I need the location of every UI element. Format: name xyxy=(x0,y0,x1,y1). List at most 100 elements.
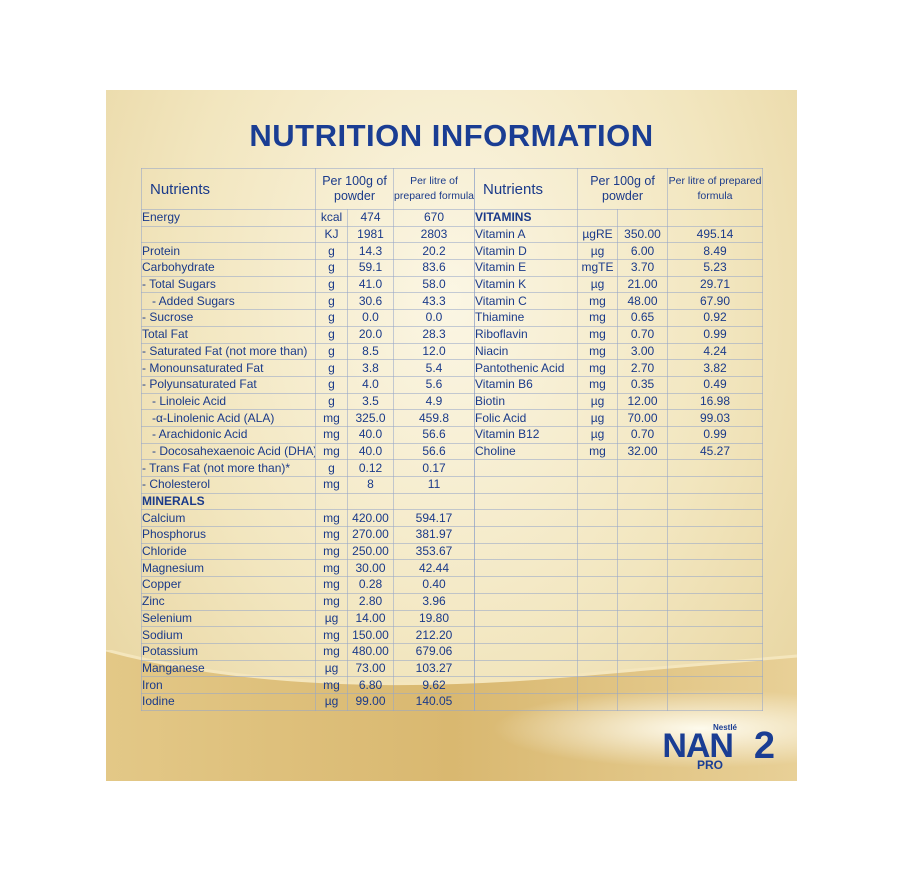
table-row xyxy=(474,576,764,594)
per-100g-value xyxy=(346,492,395,511)
table-row: VITAMINS xyxy=(474,209,764,227)
per-100g-value: 3.8 xyxy=(346,359,395,377)
table-row: Total Fat g 20.0 28.3 xyxy=(141,325,476,344)
nutrient-name: Folic Acid xyxy=(474,409,578,427)
nutrient-name: - Docosahexaenoic Acid (DHA) xyxy=(141,442,316,461)
per-litre-value: 16.98 xyxy=(667,392,764,411)
per-100g-value xyxy=(616,542,669,561)
per-100g-value: 21.00 xyxy=(616,275,669,294)
per-100g-value: 0.28 xyxy=(346,576,395,594)
table-row xyxy=(474,459,764,477)
unit xyxy=(577,642,618,661)
unit: g xyxy=(315,359,348,377)
nutrient-name: - Total Sugars xyxy=(141,275,316,294)
table-row: Riboflavin mg 0.70 0.99 xyxy=(474,325,764,344)
table-row: Phosphorus mg 270.00 381.97 xyxy=(141,526,476,544)
unit: g xyxy=(315,375,348,394)
per-litre-value xyxy=(667,459,764,477)
table-row: Potassium mg 480.00 679.06 xyxy=(141,642,476,661)
per-litre-value: 212.20 xyxy=(393,626,476,644)
table-row: - Polyunsaturated Fat g 4.0 5.6 xyxy=(141,375,476,394)
unit xyxy=(577,476,618,494)
nutrient-name: Vitamin A xyxy=(474,225,578,244)
table-row: Copper mg 0.28 0.40 xyxy=(141,576,476,594)
unit: mgTE xyxy=(577,259,618,277)
per-100g-value xyxy=(616,559,669,578)
unit: µg xyxy=(577,275,618,294)
table-row: Calcium mg 420.00 594.17 xyxy=(141,509,476,528)
unit: mg xyxy=(315,592,348,611)
per-litre-value: 594.17 xyxy=(393,509,476,528)
nutrient-name: Magnesium xyxy=(141,559,316,578)
nutrient-name: - Polyunsaturated Fat xyxy=(141,375,316,394)
per-litre-value: 3.82 xyxy=(667,359,764,377)
per-100g-value: 4.0 xyxy=(346,375,395,394)
per-litre-value: 43.3 xyxy=(393,292,476,311)
table-row: Pantothenic Acid mg 2.70 3.82 xyxy=(474,359,764,377)
unit: mg xyxy=(315,409,348,427)
table-header-row: Nutrients Per 100g of powder Per litre o… xyxy=(141,168,476,210)
unit: mg xyxy=(577,342,618,361)
nutrients-table-right: Nutrients Per 100g of powder Per litre o… xyxy=(474,168,764,711)
table-row: - Sucrose g 0.0 0.0 xyxy=(141,309,476,327)
logo-sub: PRO xyxy=(696,758,723,772)
nutrient-name: Zinc xyxy=(141,592,316,611)
nutrient-name: Potassium xyxy=(141,642,316,661)
per-litre-value: 2803 xyxy=(393,225,476,244)
unit: mg xyxy=(315,526,348,544)
per-litre-value: 459.8 xyxy=(393,409,476,427)
unit: µg xyxy=(577,242,618,261)
unit xyxy=(577,659,618,678)
unit: mg xyxy=(315,676,348,694)
header-per-100g: Per 100g of powder xyxy=(576,168,669,210)
per-100g-value: 8.5 xyxy=(346,342,395,361)
nutrients-table-left: Nutrients Per 100g of powder Per litre o… xyxy=(141,168,476,711)
nutrient-name: Vitamin D xyxy=(474,242,578,261)
per-litre-value: 8.49 xyxy=(667,242,764,261)
per-100g-value xyxy=(616,609,669,628)
nutrient-name xyxy=(474,692,578,711)
table-row: Niacin mg 3.00 4.24 xyxy=(474,342,764,361)
per-100g-value: 1981 xyxy=(346,225,395,244)
unit: µg xyxy=(577,409,618,427)
per-litre-value: 5.4 xyxy=(393,359,476,377)
per-litre-value xyxy=(667,542,764,561)
nutrient-name: - Sucrose xyxy=(141,309,316,327)
logo-brand: Nestlé xyxy=(712,723,737,732)
per-litre-value: 83.6 xyxy=(393,259,476,277)
table-row: Chloride mg 250.00 353.67 xyxy=(141,542,476,561)
per-litre-value: 12.0 xyxy=(393,342,476,361)
unit xyxy=(577,509,618,528)
per-litre-value xyxy=(393,492,476,511)
per-litre-value: 4.9 xyxy=(393,392,476,411)
nutrient-name: Phosphorus xyxy=(141,526,316,544)
table-row: Magnesium mg 30.00 42.44 xyxy=(141,559,476,578)
per-100g-value: 14.3 xyxy=(346,242,395,261)
unit: mg xyxy=(315,559,348,578)
per-100g-value xyxy=(616,659,669,678)
nutrient-name: - Added Sugars xyxy=(141,292,316,311)
nutrient-name: Copper xyxy=(141,576,316,594)
header-per-100g: Per 100g of powder xyxy=(314,168,395,210)
per-litre-value: 19.80 xyxy=(393,609,476,628)
per-litre-value: 58.0 xyxy=(393,275,476,294)
per-100g-value xyxy=(616,526,669,544)
table-row: - Trans Fat (not more than)* g 0.12 0.17 xyxy=(141,459,476,477)
per-litre-value xyxy=(667,492,764,511)
unit xyxy=(577,542,618,561)
per-litre-value: 9.62 xyxy=(393,676,476,694)
table-row: - Arachidonic Acid mg 40.0 56.6 xyxy=(141,425,476,444)
per-100g-value: 3.00 xyxy=(616,342,669,361)
logo-name: NAN xyxy=(662,727,734,765)
per-100g-value: 70.00 xyxy=(616,409,669,427)
table-row: -α-Linolenic Acid (ALA) mg 325.0 459.8 xyxy=(141,409,476,427)
unit xyxy=(577,626,618,644)
table-row: Sodium mg 150.00 212.20 xyxy=(141,626,476,644)
table-row: Folic Acid µg 70.00 99.03 xyxy=(474,409,764,427)
nutrient-name: Iron xyxy=(141,676,316,694)
per-100g-value xyxy=(616,459,669,477)
table-row: - Cholesterol mg 8 11 xyxy=(141,476,476,494)
table-row xyxy=(474,626,764,644)
per-100g-value: 32.00 xyxy=(616,442,669,461)
